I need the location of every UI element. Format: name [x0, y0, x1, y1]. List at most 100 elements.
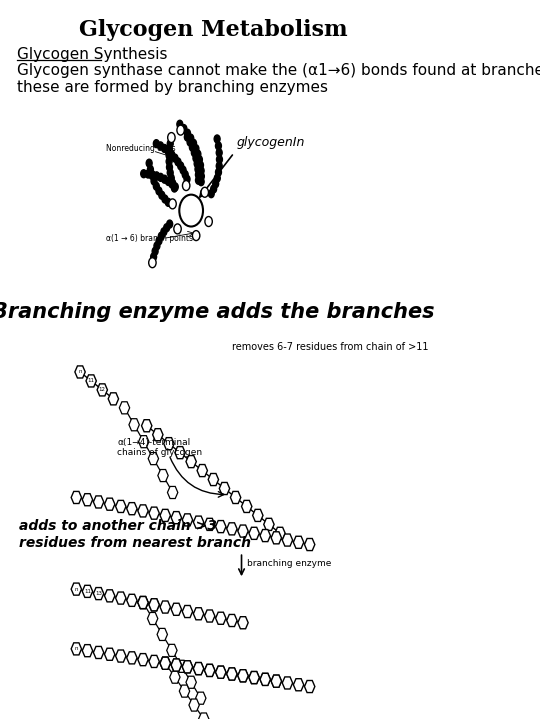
Circle shape — [165, 198, 171, 207]
Circle shape — [172, 183, 178, 191]
Circle shape — [156, 237, 162, 245]
Circle shape — [166, 158, 172, 166]
Text: Glycogen synthase cannot make the (α1→6) bonds found at branches,: Glycogen synthase cannot make the (α1→6)… — [17, 63, 540, 78]
Circle shape — [193, 145, 199, 153]
Circle shape — [178, 162, 184, 170]
Circle shape — [205, 217, 212, 227]
Circle shape — [158, 232, 164, 240]
Text: 13: 13 — [95, 591, 102, 596]
Text: Glycogen Metabolism: Glycogen Metabolism — [79, 19, 348, 41]
Circle shape — [214, 174, 220, 182]
Circle shape — [216, 162, 222, 170]
Circle shape — [168, 132, 175, 143]
Circle shape — [180, 166, 186, 174]
Circle shape — [193, 154, 199, 162]
Text: removes 6-7 residues from chain of >11: removes 6-7 residues from chain of >11 — [232, 342, 428, 352]
Circle shape — [151, 177, 157, 185]
Circle shape — [195, 171, 201, 179]
Text: these are formed by branching enzymes: these are formed by branching enzymes — [17, 80, 328, 95]
Circle shape — [215, 142, 221, 150]
Circle shape — [165, 148, 171, 156]
Text: 11: 11 — [84, 589, 91, 594]
Circle shape — [183, 181, 190, 191]
Text: α(1 → 6) branch points: α(1 → 6) branch points — [106, 234, 193, 243]
Circle shape — [198, 167, 204, 175]
Text: branching enzyme: branching enzyme — [247, 559, 332, 567]
Circle shape — [149, 171, 155, 179]
Circle shape — [169, 180, 175, 188]
Circle shape — [172, 154, 178, 162]
Circle shape — [156, 187, 162, 195]
Circle shape — [197, 156, 202, 163]
Circle shape — [198, 161, 204, 169]
Circle shape — [198, 178, 204, 186]
Circle shape — [213, 180, 219, 188]
Circle shape — [183, 171, 188, 179]
Circle shape — [152, 247, 158, 255]
Circle shape — [184, 175, 190, 183]
Circle shape — [179, 194, 203, 227]
Circle shape — [153, 182, 159, 190]
Circle shape — [151, 253, 157, 261]
Circle shape — [147, 166, 153, 174]
Circle shape — [194, 160, 200, 168]
Circle shape — [166, 163, 172, 171]
Circle shape — [216, 149, 222, 157]
Text: Nonreducing ends: Nonreducing ends — [106, 144, 176, 153]
Text: glycogenIn: glycogenIn — [237, 136, 305, 149]
Circle shape — [192, 230, 200, 240]
Circle shape — [165, 177, 171, 186]
Circle shape — [195, 150, 201, 158]
Circle shape — [191, 139, 197, 148]
Circle shape — [169, 199, 176, 209]
Circle shape — [166, 145, 172, 153]
Circle shape — [201, 187, 208, 197]
Circle shape — [159, 192, 165, 199]
Circle shape — [177, 125, 184, 135]
Circle shape — [171, 184, 177, 192]
Circle shape — [170, 179, 176, 187]
Circle shape — [161, 228, 167, 235]
Circle shape — [146, 159, 152, 167]
Circle shape — [150, 171, 156, 179]
Circle shape — [145, 170, 151, 178]
Circle shape — [190, 143, 195, 151]
Circle shape — [150, 258, 156, 266]
Text: adds to another chain >3
residues from nearest branch: adds to another chain >3 residues from n… — [19, 519, 251, 549]
Circle shape — [185, 129, 191, 138]
Circle shape — [217, 156, 222, 163]
Circle shape — [167, 140, 173, 148]
Text: n: n — [75, 647, 78, 652]
Circle shape — [184, 133, 190, 141]
Circle shape — [162, 195, 168, 203]
Circle shape — [167, 220, 173, 228]
Circle shape — [167, 168, 173, 176]
Circle shape — [214, 135, 220, 143]
Circle shape — [168, 174, 174, 182]
Text: Branching enzyme adds the branches: Branching enzyme adds the branches — [0, 302, 435, 323]
Circle shape — [161, 175, 167, 183]
Circle shape — [215, 168, 221, 176]
Circle shape — [141, 170, 147, 178]
Circle shape — [175, 158, 181, 166]
Circle shape — [174, 224, 181, 234]
Circle shape — [195, 176, 201, 184]
Circle shape — [211, 185, 217, 193]
Circle shape — [153, 172, 159, 180]
Text: 12: 12 — [99, 387, 106, 392]
Circle shape — [191, 149, 197, 157]
Text: Glycogen Synthesis: Glycogen Synthesis — [17, 48, 167, 62]
Circle shape — [161, 145, 167, 153]
Circle shape — [153, 140, 159, 148]
Circle shape — [177, 120, 183, 128]
Text: n: n — [75, 587, 78, 592]
Circle shape — [195, 166, 201, 174]
Text: α(1→4)-terminal
chains of glycogen: α(1→4)-terminal chains of glycogen — [117, 438, 202, 457]
Circle shape — [198, 172, 204, 180]
Circle shape — [158, 142, 164, 150]
Circle shape — [169, 150, 175, 158]
Text: n: n — [78, 369, 82, 374]
Circle shape — [158, 174, 164, 181]
Circle shape — [148, 258, 156, 268]
Circle shape — [168, 134, 174, 142]
